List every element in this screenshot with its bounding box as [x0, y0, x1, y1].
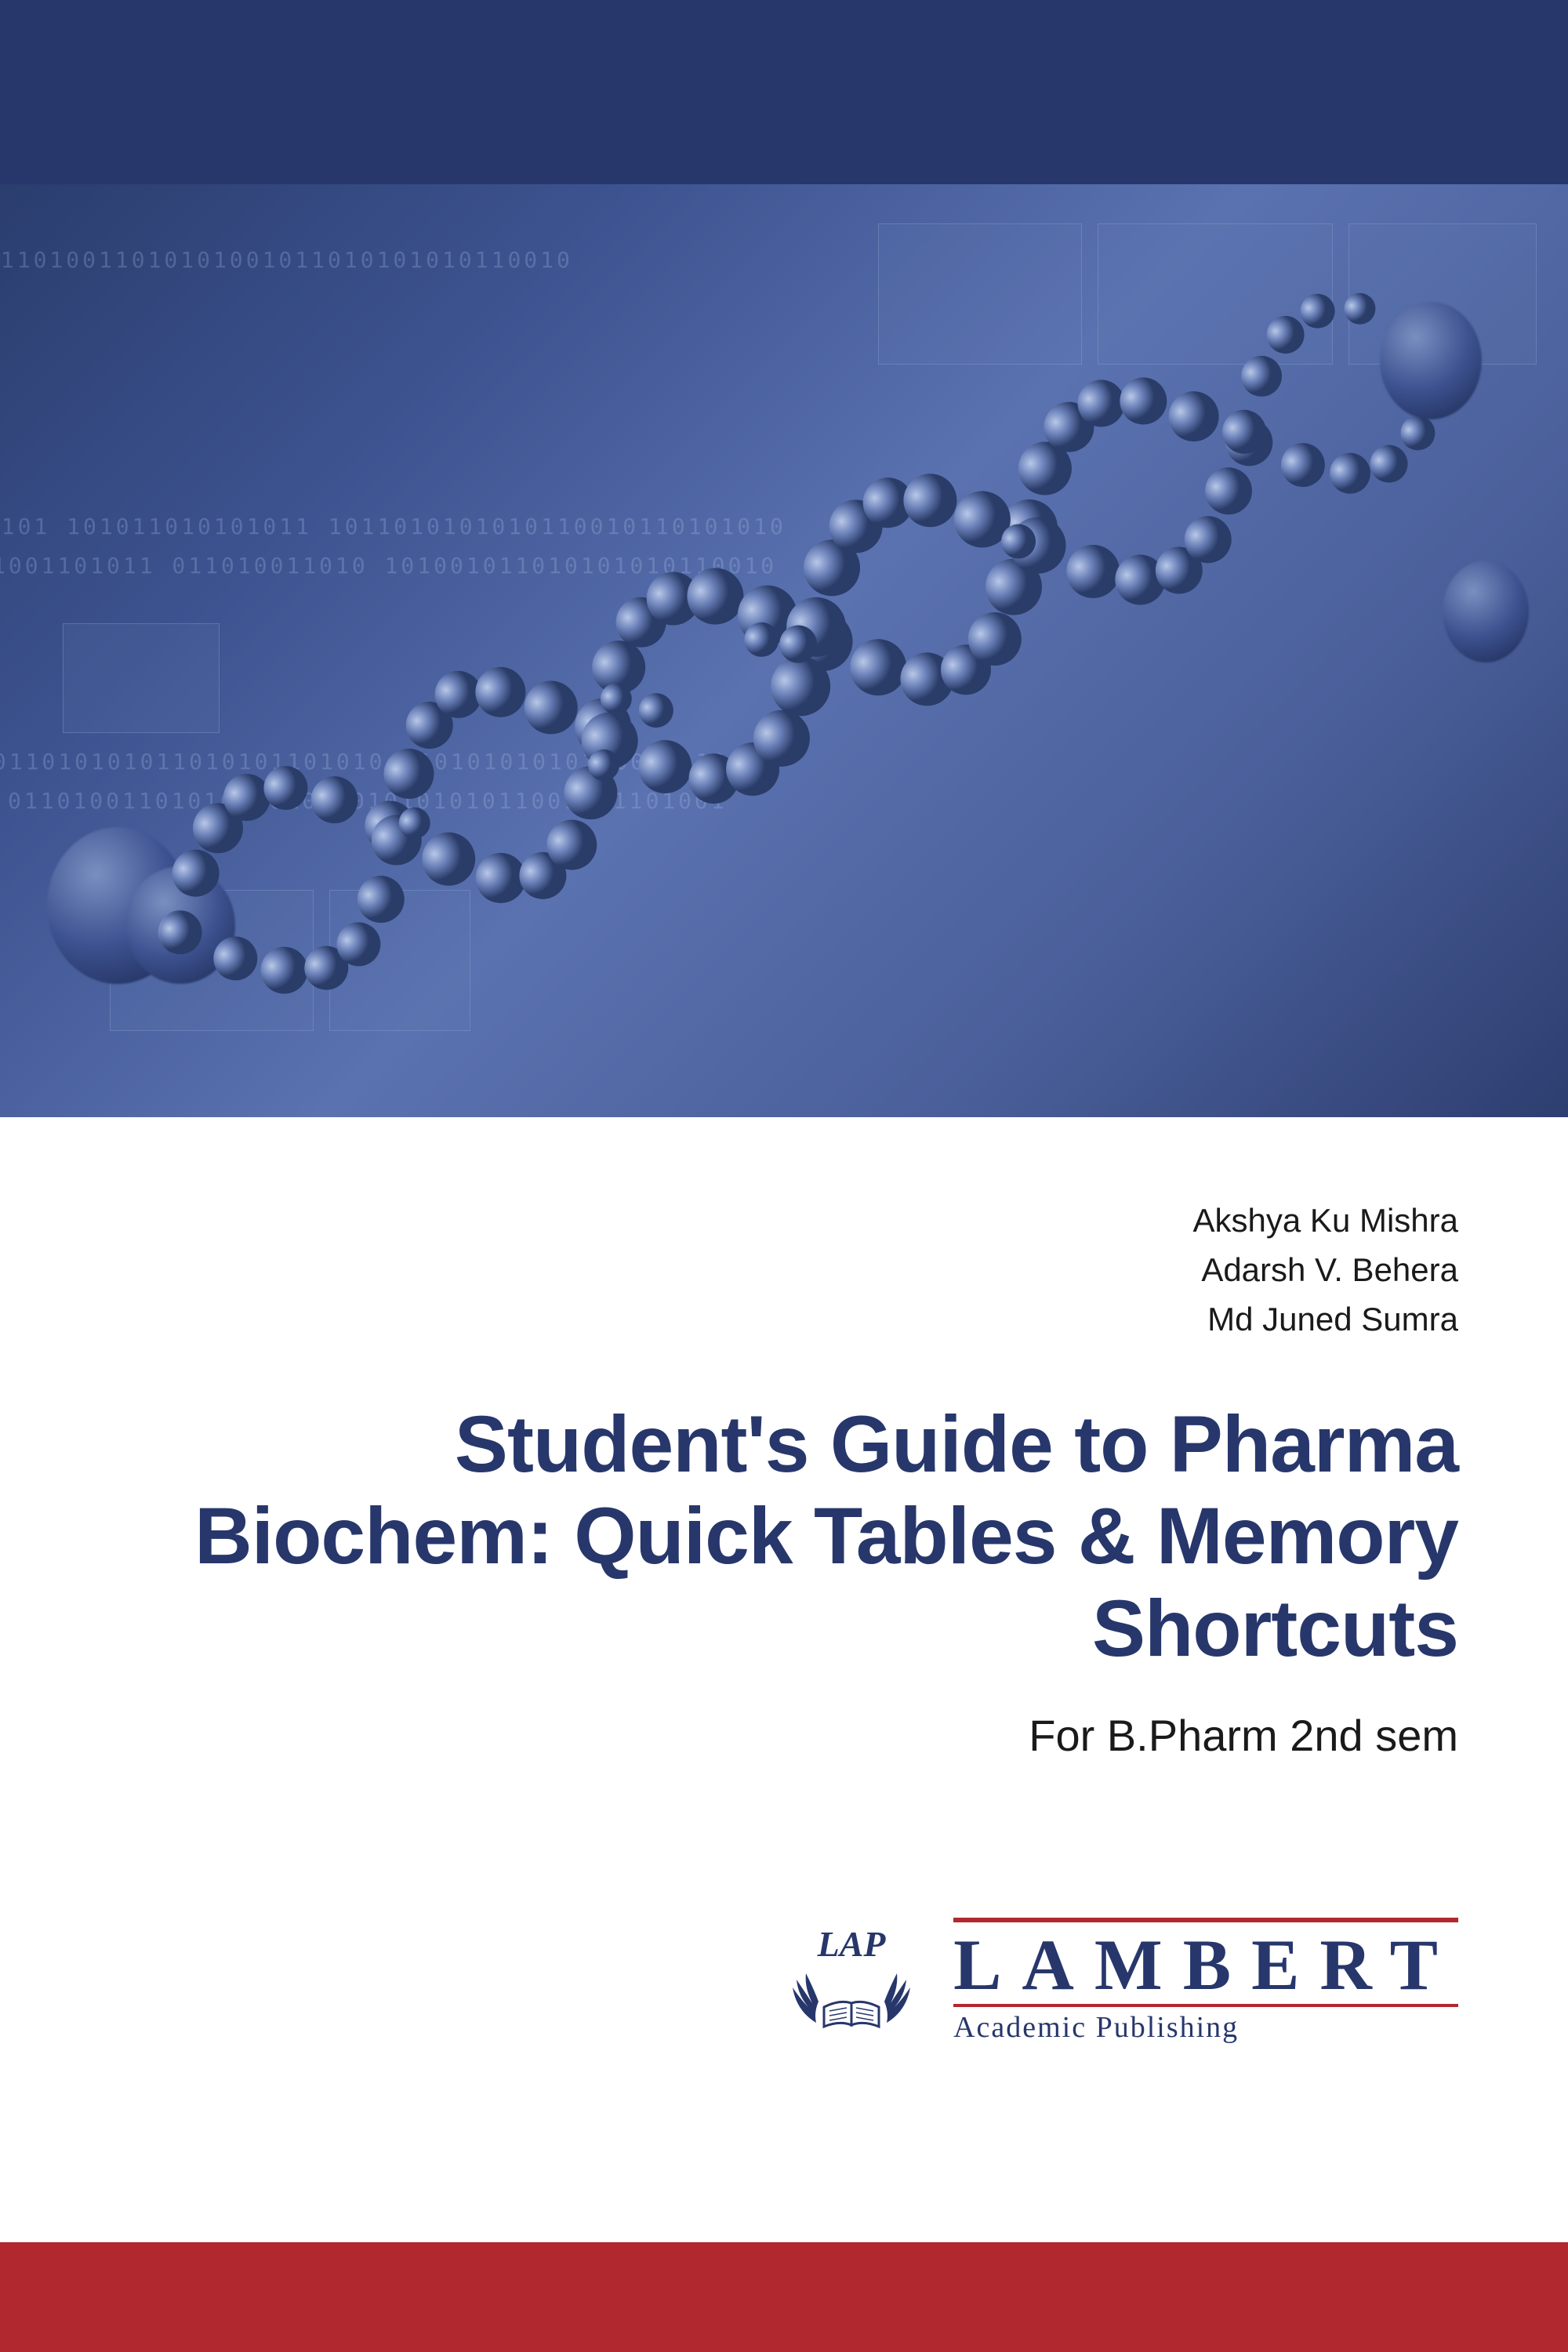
bg-panel: [63, 623, 220, 733]
laurel-book-icon: [781, 1964, 922, 2034]
lap-logo: LAP: [773, 1928, 930, 2034]
helix-svg: [78, 210, 1490, 1091]
publisher-block: LAP LAMBE: [110, 1918, 1458, 2045]
authors-block: Akshya Ku Mishra Adarsh V. Behera Md Jun…: [110, 1196, 1458, 1344]
content-area: Akshya Ku Mishra Adarsh V. Behera Md Jun…: [0, 1117, 1568, 2045]
book-subtitle: For B.Pharm 2nd sem: [110, 1710, 1458, 1761]
book-title: Student's Guide to Pharma Biochem: Quick…: [110, 1399, 1458, 1675]
lap-logo-text: LAP: [818, 1928, 886, 1960]
bg-panel: [878, 223, 1082, 365]
bottom-bar: [0, 2242, 1568, 2352]
hero-dna-image: 011010011010101001011010101010110010 011…: [0, 184, 1568, 1117]
lambert-wordmark: LAMBERT: [953, 1918, 1458, 2007]
top-bar: [0, 0, 1568, 184]
author-3: Md Juned Sumra: [110, 1294, 1458, 1344]
publisher-tagline: Academic Publishing: [953, 2010, 1239, 2045]
publisher-name: LAMBERT Academic Publishing: [953, 1918, 1458, 2045]
molecule-blob: [1443, 561, 1529, 662]
dna-helix: [78, 210, 1490, 1091]
author-1: Akshya Ku Mishra: [110, 1196, 1458, 1245]
author-2: Adarsh V. Behera: [110, 1245, 1458, 1294]
binary-bg: 011010011010101001011010101010110010: [0, 247, 573, 273]
